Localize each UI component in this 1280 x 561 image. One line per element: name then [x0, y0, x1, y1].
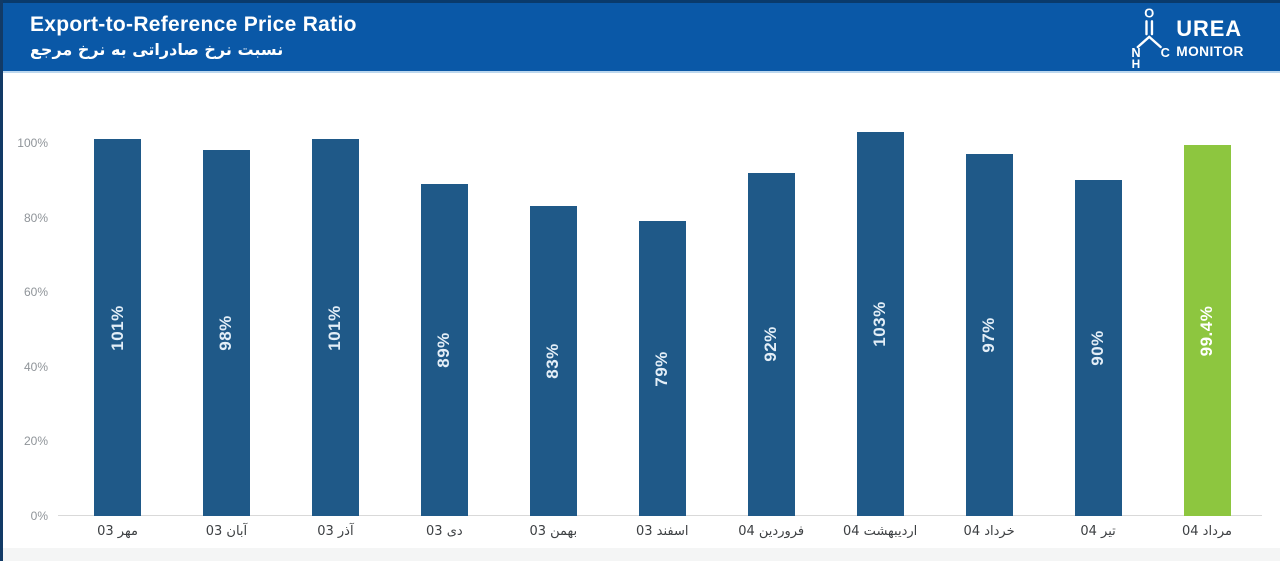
bar-value-label: 92%: [761, 326, 781, 363]
bar-value-label: 90%: [1088, 330, 1108, 366]
x-axis-category-label: مرداد 04: [1181, 524, 1232, 539]
top-edge-border: [0, 0, 1280, 3]
y-axis-tick-label: 20%: [23, 434, 48, 449]
bar-8: 103%: [856, 131, 904, 516]
bar-value-label: 97%: [979, 317, 999, 353]
bar-value-label: 98%: [216, 315, 236, 351]
x-axis-category-label: خرداد 04: [963, 524, 1015, 539]
page-subtitle-farsi: نسبت نرخ صادراتی به نرخ مرجع: [30, 40, 284, 60]
x-axis-category-label: اردیبهشت 04: [843, 524, 918, 539]
bar-11: 99.4%: [1183, 145, 1231, 516]
bar-value-label: 83%: [543, 343, 563, 379]
bar-7: 92%: [747, 172, 795, 516]
bar-10: 90%: [1074, 180, 1122, 516]
bar-value-label: 101%: [107, 304, 127, 351]
y-axis-tick-label: 60%: [23, 285, 48, 300]
x-axis-category-label: بهمن 03: [529, 524, 578, 539]
y-axis-tick-label: 0%: [30, 509, 48, 523]
bar-6: 79%: [638, 221, 686, 516]
brand-name-monitor: MONITOR: [1176, 44, 1244, 59]
x-axis-category-label: آذر 03: [317, 524, 354, 539]
x-axis-category-label: تیر 04: [1080, 524, 1116, 539]
bar-value-label: 79%: [652, 350, 672, 387]
bar-value-label: 99.4%: [1197, 305, 1216, 356]
brand-name-urea: UREA: [1176, 16, 1242, 41]
x-axis-category-label: مهر 03: [97, 524, 138, 539]
bar-4: 89%: [420, 184, 468, 516]
x-axis-category-label: آبان 03: [205, 524, 248, 539]
urea-monitor-logo: O N H C UREA MONITOR: [1120, 4, 1258, 68]
y-axis-tick-label: 80%: [23, 210, 48, 225]
y-axis-tick-label: 40%: [23, 359, 48, 374]
urea-molecule-icon: O N H C UREA MONITOR: [1131, 5, 1244, 68]
x-axis-category-label: فروردین 04: [738, 524, 805, 539]
page-title: Export-to-Reference Price Ratio: [30, 12, 357, 36]
x-axis-category-label: اسفند 03: [635, 524, 689, 539]
header: Export-to-Reference Price Ratio نسبت نرخ…: [0, 0, 1280, 73]
atom-h-label: H: [1132, 57, 1141, 68]
atom-n-label: N: [1131, 45, 1140, 60]
bar-5: 83%: [529, 206, 577, 516]
bottom-strip: [0, 548, 1280, 561]
bar-value-label: 89%: [434, 332, 454, 368]
bar-2: 98%: [202, 150, 250, 516]
x-axis-category-label: دی 03: [426, 524, 463, 539]
bar-9: 97%: [965, 154, 1013, 516]
atom-c-label: C: [1161, 45, 1170, 60]
y-axis-tick-label: 100%: [17, 136, 48, 150]
bar-value-label: 101%: [325, 304, 345, 351]
left-edge-border: [0, 0, 3, 561]
atom-o-label: O: [1144, 5, 1154, 20]
bar-3: 101%: [311, 139, 359, 516]
header-titles: Export-to-Reference Price Ratio نسبت نرخ…: [30, 12, 357, 59]
bar-1: 101%: [94, 139, 141, 516]
bar-value-label: 103%: [870, 301, 890, 347]
